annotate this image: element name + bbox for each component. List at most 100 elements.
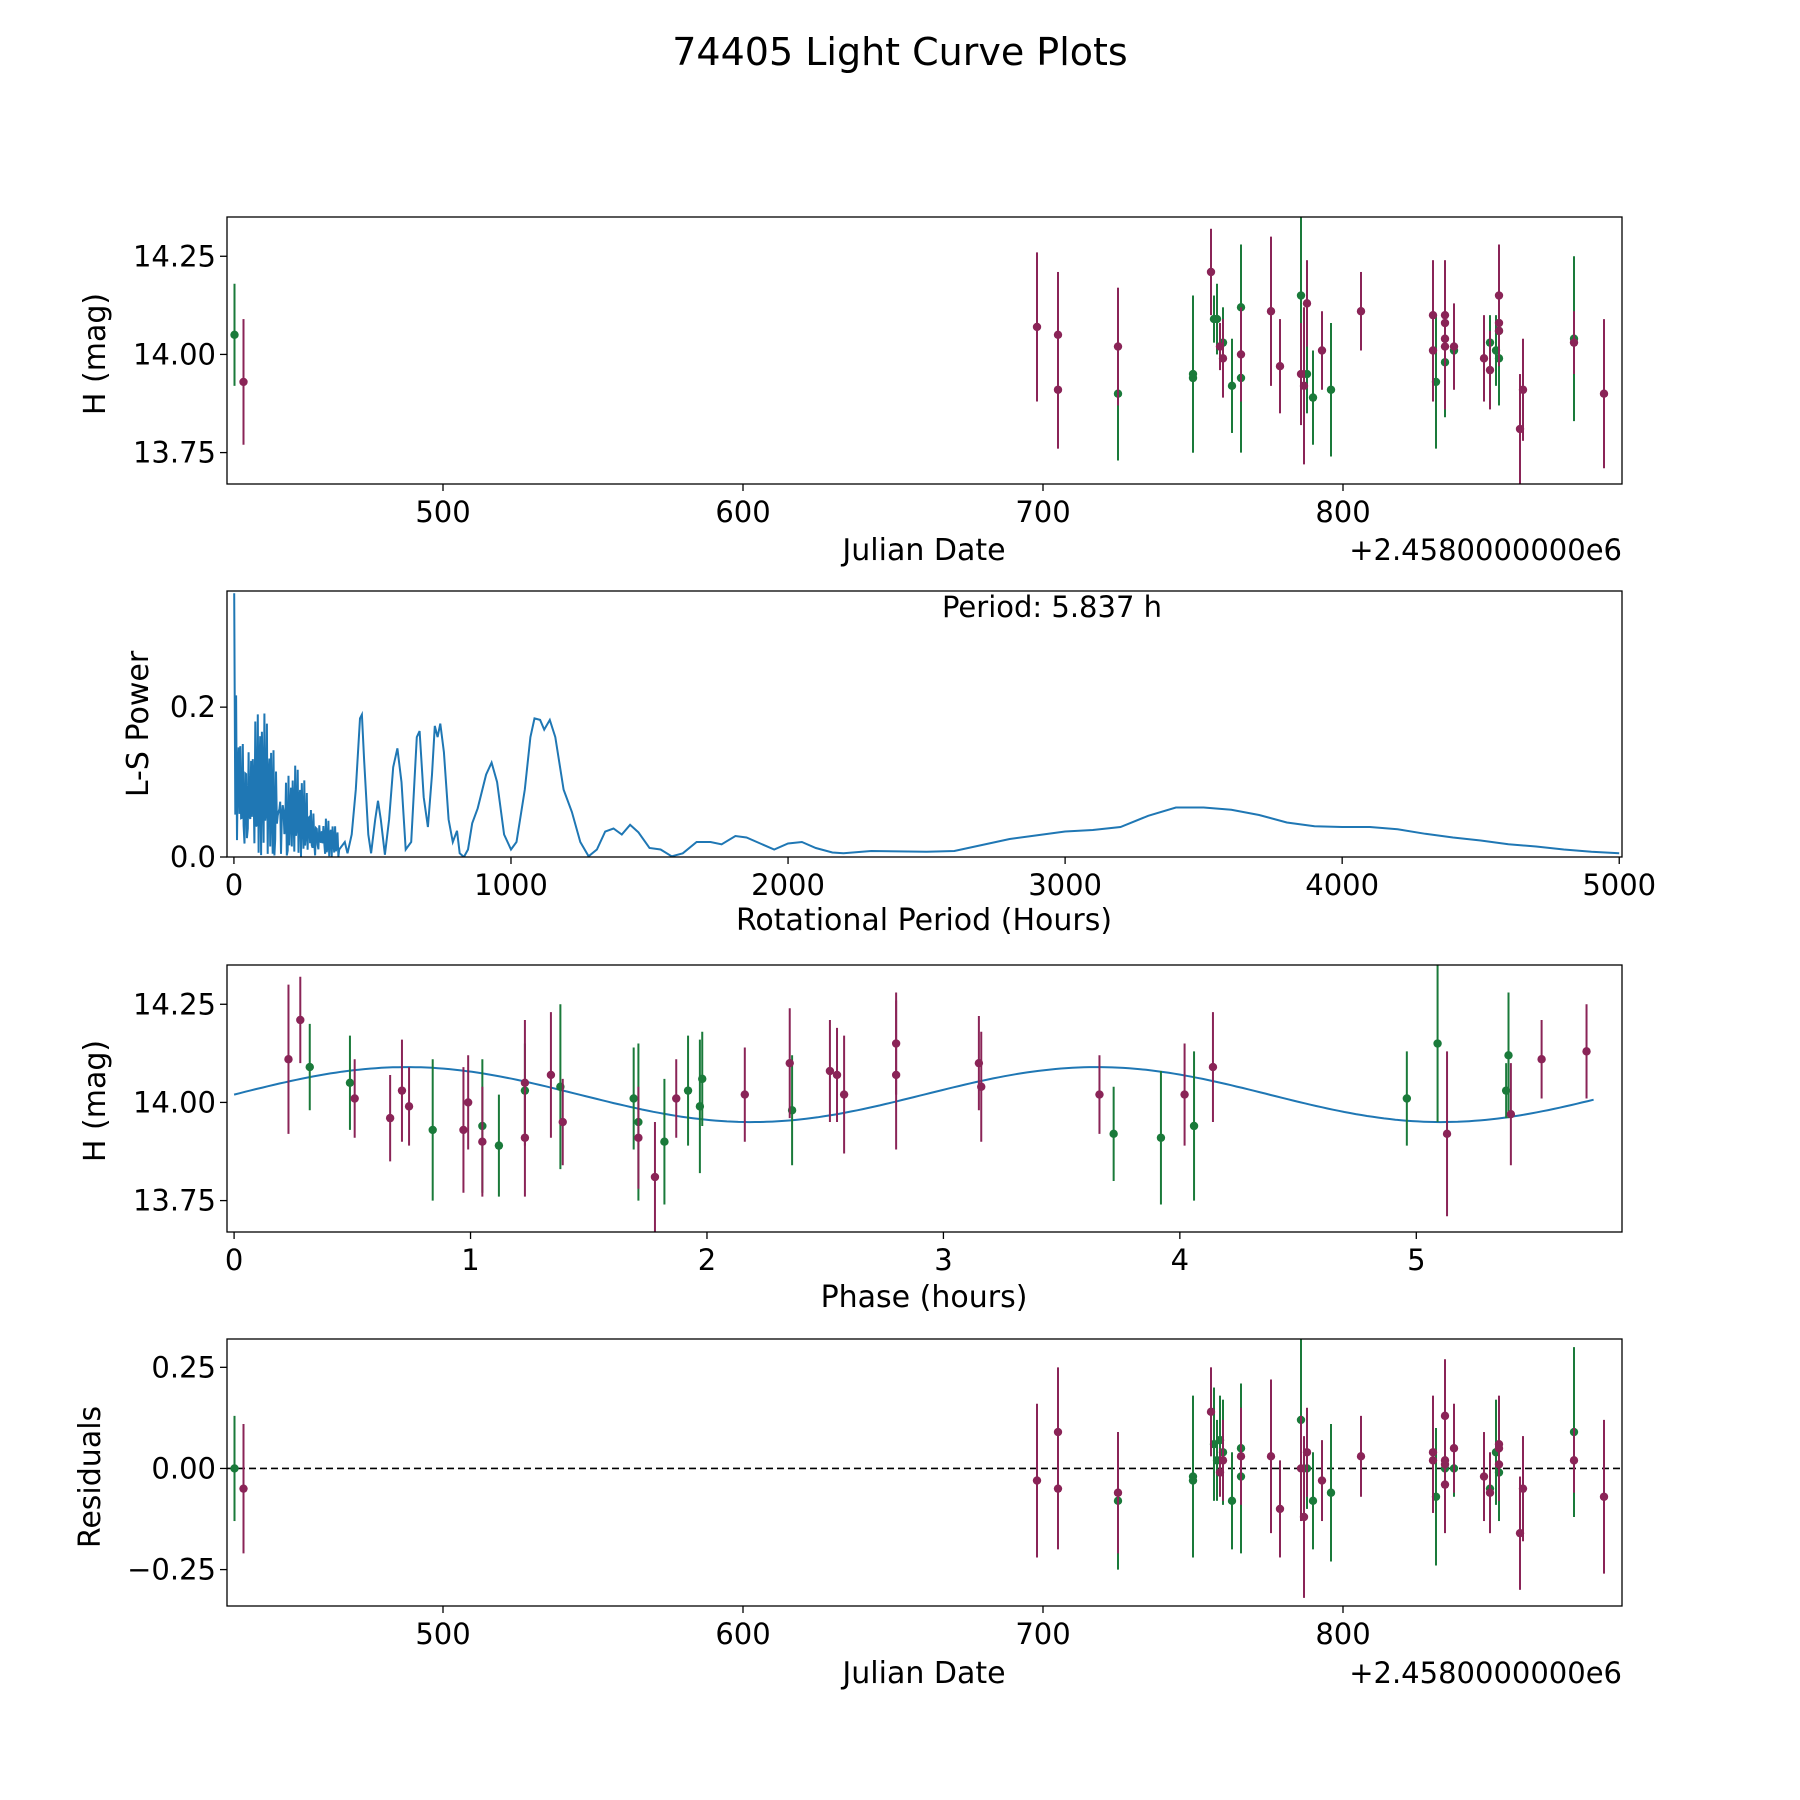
- green-data-point: [629, 1094, 638, 1103]
- magenta-data-point: [1518, 385, 1528, 394]
- x-tick-label: 800: [1315, 495, 1370, 529]
- green-data-point: [1227, 1496, 1237, 1506]
- magenta-data-point: [1569, 1456, 1579, 1465]
- magenta-data-point: [1599, 389, 1609, 398]
- magenta-data-point: [1053, 1484, 1063, 1493]
- magenta-data-point: [459, 1125, 468, 1135]
- magenta-data-point: [1095, 1090, 1104, 1099]
- x-tick-label: 0: [225, 868, 243, 902]
- magenta-data-point: [1356, 1452, 1366, 1461]
- green-data-point: [305, 1062, 314, 1072]
- magenta-data-point: [1599, 1492, 1609, 1501]
- x-tick-label: 500: [415, 1617, 470, 1651]
- green-data-point: [1308, 393, 1318, 402]
- magenta-data-point: [463, 1098, 473, 1107]
- magenta-data-point: [1302, 1448, 1312, 1457]
- x-tick-label: 800: [1315, 1617, 1370, 1651]
- panel-3-ylabel: H (mag): [78, 1040, 113, 1162]
- magenta-data-point: [546, 1070, 556, 1080]
- magenta-data-point: [1299, 1512, 1309, 1522]
- x-tick-label: 1000: [474, 868, 548, 902]
- y-tick-label: 13.75: [133, 1184, 216, 1218]
- green-data-point: [1212, 314, 1222, 324]
- x-tick-label: 1: [461, 1243, 479, 1277]
- y-tick-label: 14.25: [133, 987, 216, 1021]
- panel-3-plot: 0 1 2 3 4 5 13.75 14.00 14.25: [133, 964, 1623, 1277]
- y-tick-label: 14.00: [133, 337, 216, 371]
- panel-4-plot: 500 600 700 800 −0.25 0.00 0.25: [127, 1338, 1635, 1651]
- green-data-point: [698, 1074, 707, 1084]
- green-data-point: [1501, 1086, 1511, 1095]
- panel-1-offset-label: +2.4580000000e6: [1349, 533, 1622, 567]
- magenta-data-point: [239, 1484, 248, 1493]
- magenta-data-point: [558, 1117, 567, 1127]
- magenta-data-point: [1032, 1476, 1042, 1485]
- magenta-data-point: [1627, 323, 1635, 331]
- magenta-data-point: [478, 1137, 487, 1146]
- panel-2-plot: 0 1000 2000 3000 4000 5000 0.0 0.2: [170, 590, 1656, 902]
- period-annotation: Period: 5.837 h: [942, 590, 1162, 624]
- green-data-point: [1227, 381, 1237, 391]
- magenta-data-point: [1518, 1484, 1528, 1493]
- x-tick-label: 600: [715, 1617, 770, 1651]
- x-tick-label: 4000: [1305, 868, 1379, 902]
- magenta-data-point: [1218, 354, 1228, 363]
- magenta-data-point: [1627, 1416, 1635, 1424]
- magenta-data-point: [1440, 1460, 1450, 1469]
- x-tick-label: 500: [415, 495, 470, 529]
- magenta-data-point: [1208, 1062, 1218, 1072]
- magenta-data-point: [1113, 1488, 1123, 1497]
- x-tick-label: 700: [1015, 1617, 1070, 1651]
- panel-4-data-area: [227, 1339, 1635, 1598]
- panel-3-data-area: [233, 965, 1594, 1232]
- panel-1-xlabel: Julian Date: [840, 533, 1005, 568]
- green-data-point: [1504, 1051, 1513, 1060]
- ls-power-series-line: [233, 593, 1620, 857]
- magenta-data-point: [1485, 1488, 1495, 1497]
- panel-2-frame: [226, 590, 1623, 858]
- magenta-data-point: [1449, 342, 1459, 351]
- magenta-data-point: [1236, 1452, 1246, 1461]
- magenta-data-point: [1506, 1110, 1516, 1119]
- magenta-data-point: [1113, 342, 1123, 351]
- x-tick-label: 0: [225, 1243, 243, 1277]
- y-tick-label: −0.25: [127, 1553, 216, 1587]
- green-data-point: [1188, 369, 1198, 379]
- magenta-data-point: [404, 1102, 414, 1111]
- magenta-data-point: [785, 1058, 794, 1068]
- magenta-data-point: [1479, 354, 1489, 363]
- y-tick-label: 0.2: [170, 690, 216, 724]
- magenta-data-point: [1206, 1407, 1216, 1417]
- magenta-data-point: [1266, 1452, 1276, 1461]
- panel-4-ylabel: Residuals: [73, 1406, 108, 1548]
- figure-title: 74405 Light Curve Plots: [672, 30, 1127, 74]
- magenta-data-point: [832, 1070, 842, 1080]
- green-data-point: [1402, 1094, 1412, 1103]
- magenta-data-point: [1442, 1129, 1452, 1139]
- magenta-data-point: [1236, 350, 1246, 359]
- magenta-data-point: [977, 1082, 986, 1091]
- y-tick-label: 0.25: [151, 1350, 216, 1384]
- panel-4-offset-label: +2.4580000000e6: [1349, 1656, 1622, 1690]
- x-tick-label: 600: [715, 495, 770, 529]
- magenta-data-point: [1266, 307, 1276, 316]
- magenta-data-point: [1275, 362, 1285, 371]
- x-tick-label: 2: [698, 1243, 716, 1277]
- green-data-point: [1188, 1476, 1198, 1485]
- magenta-data-point: [1537, 1055, 1546, 1064]
- panel-light-curve: Julian Date H (mag) +2.4580000000e6: [78, 293, 1622, 568]
- panel-4-frame: [226, 1338, 1623, 1607]
- magenta-data-point: [839, 1090, 849, 1099]
- magenta-data-point: [1449, 1444, 1459, 1453]
- panel-1-data-area: [230, 217, 1635, 484]
- green-data-point: [1189, 1121, 1199, 1131]
- panel-phase-folded: Phase (hours) H (mag): [78, 1040, 1027, 1315]
- magenta-data-point: [672, 1094, 681, 1103]
- green-data-point: [230, 330, 239, 339]
- panel-1-ylabel: H (mag): [78, 293, 113, 415]
- x-tick-label: 3000: [1028, 868, 1102, 902]
- magenta-data-point: [385, 1113, 395, 1123]
- green-data-point: [1433, 1039, 1442, 1048]
- magenta-data-point: [350, 1094, 359, 1103]
- panel-3-frame: [226, 964, 1623, 1233]
